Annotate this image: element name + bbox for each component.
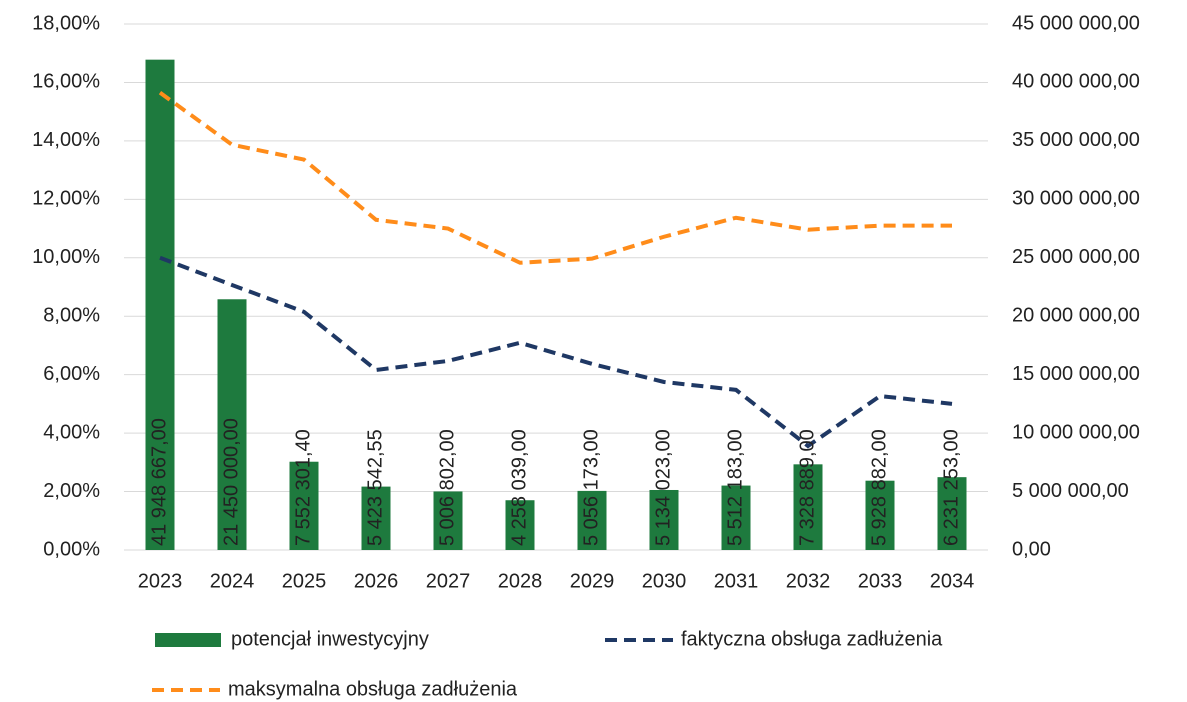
data-label: 5 006 802,00	[436, 429, 458, 546]
x-tick-label: 2034	[930, 570, 975, 592]
x-tick-label: 2026	[354, 570, 399, 592]
y2-tick-label: 45 000 000,00	[1012, 12, 1140, 34]
data-label: 5 134 023,00	[652, 429, 674, 546]
data-label: 5 928 882,00	[868, 429, 890, 546]
y2-tick-label: 15 000 000,00	[1012, 363, 1140, 385]
y-tick-label: 4,00%	[43, 421, 100, 443]
data-label: 7 328 889,00	[796, 429, 818, 546]
legend-swatch	[155, 633, 221, 647]
x-tick-label: 2031	[714, 570, 759, 592]
data-label: 21 450 000,00	[220, 418, 242, 546]
bar	[649, 489, 679, 550]
legend-label: potencjał inwestycyjny	[231, 628, 429, 650]
y-tick-label: 8,00%	[43, 305, 100, 327]
x-tick-label: 2033	[858, 570, 903, 592]
y-tick-label: 10,00%	[32, 246, 100, 268]
line	[159, 255, 953, 449]
y-tick-label: 14,00%	[32, 129, 100, 151]
y2-tick-label: 30 000 000,00	[1012, 188, 1140, 210]
bar	[865, 480, 895, 550]
y2-tick-label: 10 000 000,00	[1012, 421, 1140, 443]
y-tick-label: 2,00%	[43, 480, 100, 502]
legend-label: maksymalna obsługa zadłużenia	[228, 678, 518, 700]
bar	[721, 485, 751, 550]
x-tick-label: 2023	[138, 570, 183, 592]
data-label: 4 258 039,00	[508, 429, 530, 546]
data-label: 5 056 173,00	[580, 429, 602, 546]
y2-tick-label: 0,00	[1012, 538, 1051, 560]
y2-tick-label: 25 000 000,00	[1012, 246, 1140, 268]
x-tick-label: 2027	[426, 570, 471, 592]
y2-tick-label: 35 000 000,00	[1012, 129, 1140, 151]
data-label: 5 512 183,00	[724, 429, 746, 546]
y-tick-label: 16,00%	[32, 71, 100, 93]
data-label: 6 231 253,00	[940, 429, 962, 546]
bar	[217, 299, 247, 550]
y-tick-label: 12,00%	[32, 188, 100, 210]
bar	[289, 461, 319, 550]
x-tick-label: 2030	[642, 570, 687, 592]
bar	[793, 464, 823, 550]
x-tick-label: 2025	[282, 570, 327, 592]
bar	[433, 491, 463, 550]
bar	[937, 477, 967, 550]
x-tick-label: 2029	[570, 570, 615, 592]
x-tick-label: 2032	[786, 570, 831, 592]
legend-label: faktyczna obsługa zadłużenia	[681, 628, 943, 650]
bar	[361, 486, 391, 550]
y-tick-label: 0,00%	[43, 538, 100, 560]
data-label: 41 948 667,00	[148, 418, 170, 546]
y-tick-label: 6,00%	[43, 363, 100, 385]
x-tick-label: 2028	[498, 570, 543, 592]
bar	[145, 59, 175, 551]
y2-tick-label: 5 000 000,00	[1012, 480, 1129, 502]
y-tick-label: 18,00%	[32, 12, 100, 34]
y2-tick-label: 40 000 000,00	[1012, 71, 1140, 93]
data-label: 5 423 542,55	[364, 429, 386, 546]
bar	[505, 500, 535, 550]
bar	[577, 490, 607, 550]
x-tick-label: 2024	[210, 570, 255, 592]
y2-tick-label: 20 000 000,00	[1012, 305, 1140, 327]
data-label: 7 552 301,40	[292, 429, 314, 546]
line	[158, 91, 952, 265]
